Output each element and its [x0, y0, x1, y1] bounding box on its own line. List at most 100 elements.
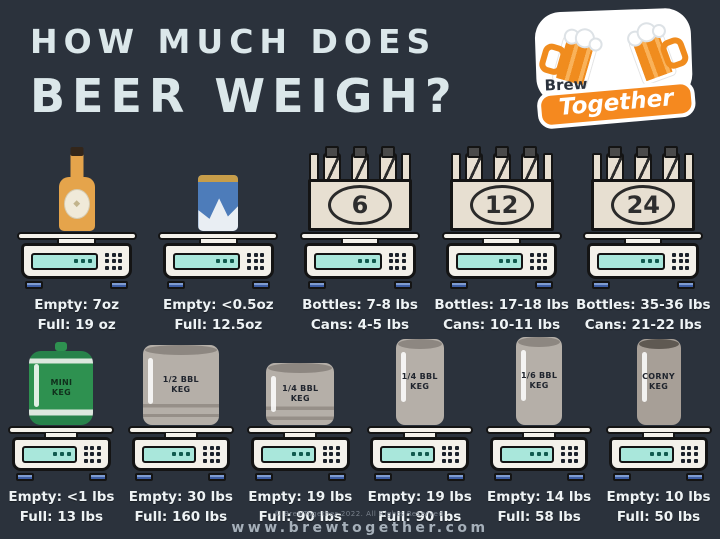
weight-primary-label: Bottles: 7-8 lbs — [302, 297, 418, 313]
scale-neck — [283, 433, 318, 438]
pack-count: 6 — [351, 191, 369, 219]
container-graphic: 1/4 BBL KEG — [242, 334, 358, 426]
footer: © BrewTogether 2022. All Rights Reserved… — [0, 510, 720, 536]
scale-feet — [591, 281, 695, 289]
keypad-dot — [530, 252, 535, 257]
item-twelve-pack: 12 Bottles: 17-18 lbs Cans: 10-11 lbs — [433, 146, 571, 333]
scale-foot — [89, 473, 107, 481]
keypad-dot — [329, 445, 334, 450]
weight-secondary-label: Full: 58 lbs — [497, 509, 581, 525]
keypad-dot — [83, 458, 88, 463]
keypad-dot — [90, 452, 95, 456]
scale-display — [260, 445, 316, 463]
scale-icon — [247, 426, 354, 481]
weight-secondary-label: Cans: 4-5 lbs — [310, 317, 410, 333]
keypad-dot — [322, 458, 327, 463]
pack-count: 12 — [484, 191, 519, 219]
scale-feet — [374, 473, 466, 481]
scale-feet — [254, 473, 346, 481]
keypad-dot — [335, 452, 340, 456]
scale-icon — [605, 426, 712, 481]
slim-quarter-bbl-keg-icon: 1/4 BBL KEG — [395, 339, 444, 425]
keypad-dot — [401, 265, 406, 270]
pack-box: 6 — [307, 179, 412, 231]
beer-can-icon — [198, 175, 239, 231]
scale-body — [445, 243, 558, 279]
display-dot — [513, 259, 518, 263]
display-dot — [172, 452, 177, 456]
scale-feet — [135, 473, 227, 481]
bottle-label: ◆ — [63, 189, 90, 219]
keypad-dot — [322, 452, 327, 456]
scale-body — [131, 437, 231, 471]
display-dot — [298, 452, 303, 456]
keypad-dot — [260, 252, 265, 257]
weight-primary-label: Empty: <0.5oz — [162, 297, 274, 313]
display-dot — [52, 452, 57, 456]
scale-foot — [374, 473, 393, 481]
display-dot — [641, 259, 646, 263]
scale-display — [619, 445, 674, 463]
quarter-bbl-keg-icon: 1/4 BBL KEG — [266, 363, 335, 425]
brewtogether-logo: Brew Together — [534, 7, 700, 130]
keypad-dot — [96, 458, 101, 463]
keypad-dot — [543, 265, 548, 270]
keypad-dot — [685, 259, 690, 263]
pack-count-oval: 6 — [327, 185, 392, 225]
weight-primary-label: Empty: <1 lbs — [8, 489, 115, 505]
keypad-dot — [693, 452, 698, 456]
keypad-dot — [401, 252, 406, 257]
keypad-dot — [687, 452, 692, 456]
scale-neck — [482, 239, 521, 244]
display-dot — [655, 259, 660, 263]
keypad-dot — [395, 252, 400, 257]
keypad-dot — [216, 458, 221, 463]
item-bottle: ◆ Empty: 7oz Full: 19 oz — [8, 146, 146, 333]
scale-keypad — [530, 252, 548, 270]
scale-icon — [158, 232, 279, 289]
scale-foot — [15, 473, 34, 481]
display-dot — [357, 259, 362, 263]
display-dot — [291, 452, 296, 456]
scale-foot — [308, 281, 327, 289]
scale-body — [20, 243, 133, 279]
item-six-pack: 6 Bottles: 7-8 lbs Cans: 4-5 lbs — [291, 146, 429, 333]
scale-keypad — [680, 445, 698, 463]
keypad-dot — [574, 452, 579, 456]
scale-icon — [127, 426, 234, 481]
keypad-dot — [96, 452, 101, 456]
weight-secondary-label: Full: 90 lbs — [258, 509, 342, 525]
keypad-dot — [329, 452, 334, 456]
keypad-dot — [118, 265, 123, 270]
keypad-dot — [329, 458, 334, 463]
scale-feet — [25, 281, 129, 289]
scale-body — [304, 243, 416, 279]
scale-icon — [16, 232, 137, 289]
twelve-pack-icon: 12 — [449, 145, 554, 231]
weight-primary-label: Empty: 30 lbs — [128, 489, 233, 505]
scale-foot — [393, 281, 412, 289]
display-dot — [223, 259, 228, 263]
scale-foot — [135, 473, 154, 481]
keypad-dot — [574, 458, 579, 463]
keypad-dot — [247, 259, 252, 263]
keypad-dot — [111, 265, 116, 270]
keypad-dot — [454, 452, 459, 456]
keypad-dot — [388, 265, 393, 270]
keypad-dot — [561, 458, 566, 463]
keypad-dot — [90, 445, 95, 450]
scale-icon — [486, 426, 593, 481]
scale-body — [489, 437, 589, 471]
keypad-dot — [678, 265, 683, 270]
display-dot — [59, 452, 64, 456]
keypad-dot — [247, 252, 252, 257]
item-slim-quarter-bbl-keg: 1/4 BBL KEG Empty: 19 lbs Full: 90 lbs — [362, 334, 478, 525]
keypad-dot — [685, 252, 690, 257]
keypad-dot — [209, 452, 214, 456]
keypad-dot — [253, 265, 258, 270]
scale-foot — [566, 473, 585, 481]
pack-box: 24 — [591, 179, 696, 231]
display-dot — [530, 452, 535, 456]
scale-keypad — [388, 252, 406, 270]
scale-body — [12, 437, 111, 471]
